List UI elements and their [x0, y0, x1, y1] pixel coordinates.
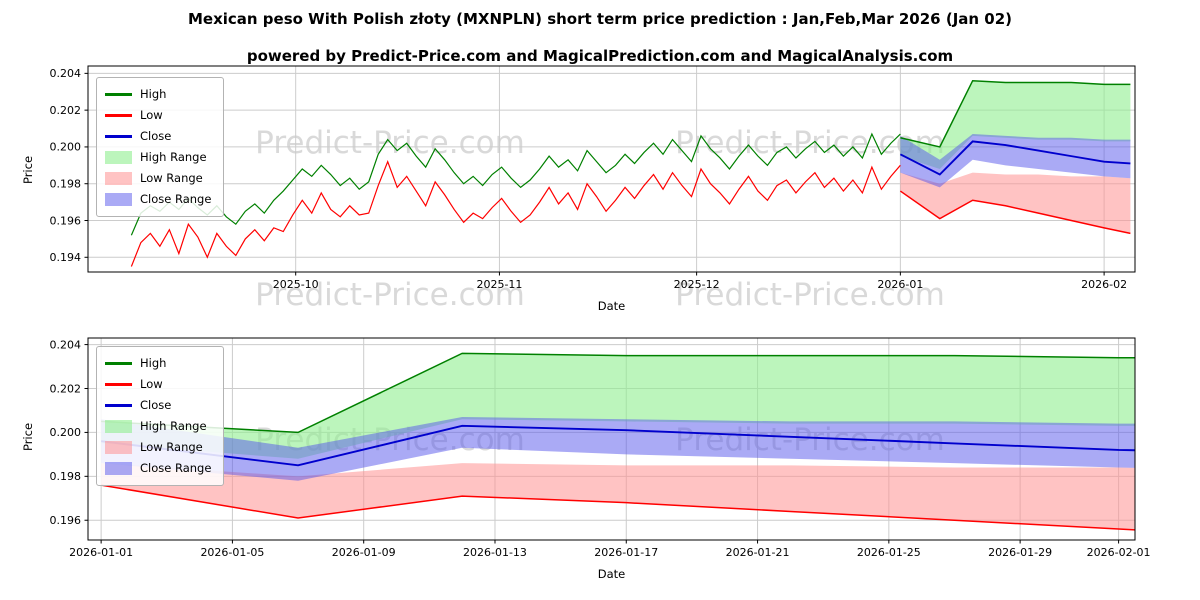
legend-item-low-range: Low Range: [105, 168, 211, 189]
svg-text:2026-01-05: 2026-01-05: [200, 546, 264, 559]
legend-item-high-range: High Range: [105, 147, 211, 168]
svg-text:2025-11: 2025-11: [476, 278, 522, 291]
legend-label: High Range: [140, 149, 207, 164]
legend-label: High: [140, 355, 167, 370]
legend-label: Low Range: [140, 170, 203, 185]
low-range-swatch: [105, 172, 132, 185]
legend-label: Close: [140, 128, 172, 143]
svg-text:0.202: 0.202: [50, 104, 82, 117]
low-range-swatch: [105, 441, 132, 454]
close-line-swatch: [105, 404, 132, 407]
legend-label: High Range: [140, 418, 207, 433]
svg-text:2026-01-29: 2026-01-29: [988, 546, 1052, 559]
close-line-swatch: [105, 135, 132, 138]
high-line-swatch: [105, 362, 132, 365]
legend-item-low-range: Low Range: [105, 437, 211, 458]
legend-label: Close Range: [140, 460, 212, 475]
legend-item-close-range: Close Range: [105, 189, 211, 210]
svg-text:0.202: 0.202: [50, 382, 82, 395]
svg-text:2025-12: 2025-12: [674, 278, 720, 291]
close-range-swatch: [105, 193, 132, 206]
svg-text:2026-01-09: 2026-01-09: [332, 546, 396, 559]
prediction-chart-canvas: 2026-01-01 2026-01-05 2026-01-09 2026-01-13…: [50, 337, 1151, 559]
high-range-swatch: [105, 151, 132, 164]
legend-item-close: Close: [105, 395, 211, 416]
svg-text:0.198: 0.198: [50, 178, 82, 191]
history-chart-legend: High Low Close High Range Low Range Clos…: [96, 77, 225, 217]
svg-text:2026-01-21: 2026-01-21: [726, 546, 790, 559]
svg-text:0.196: 0.196: [50, 214, 82, 227]
legend-label: High: [140, 86, 167, 101]
svg-text:0.204: 0.204: [50, 67, 82, 80]
svg-text:0.204: 0.204: [50, 338, 82, 351]
svg-text:2026-01: 2026-01: [877, 278, 923, 291]
prediction-chart-legend: High Low Close High Range Low Range Clos…: [96, 346, 225, 486]
svg-text:0.200: 0.200: [50, 426, 82, 439]
prediction-y-axis-label: Price: [21, 422, 36, 452]
legend-label: Low: [140, 376, 163, 391]
history-x-axis-label: Date: [597, 299, 626, 313]
legend-item-high: High: [105, 353, 211, 374]
svg-text:2026-01-13: 2026-01-13: [463, 546, 527, 559]
high-range-swatch: [105, 420, 132, 433]
svg-text:0.200: 0.200: [50, 141, 82, 154]
low-line-swatch: [105, 114, 132, 117]
legend-item-high-range: High Range: [105, 416, 211, 437]
legend-item-low: Low: [105, 374, 211, 395]
watermark: Predict-Price.com: [675, 277, 945, 313]
low-line-swatch: [105, 383, 132, 386]
svg-text:2026-01-17: 2026-01-17: [594, 546, 658, 559]
svg-text:0.194: 0.194: [50, 251, 82, 264]
svg-text:0.198: 0.198: [50, 470, 82, 483]
legend-label: Low: [140, 107, 163, 122]
svg-text:2026-01-25: 2026-01-25: [857, 546, 921, 559]
chart-title: Mexican peso With Polish złoty (MXNPLN) …: [187, 10, 1013, 28]
legend-item-low: Low: [105, 105, 211, 126]
history-chart-canvas: 2025-10 2025-11 2025-12 2026-01 2026-02 0.194…: [50, 65, 1136, 291]
legend-item-close: Close: [105, 126, 211, 147]
legend-label: Low Range: [140, 439, 203, 454]
high-line-swatch: [105, 93, 132, 96]
legend-item-close-range: Close Range: [105, 458, 211, 479]
svg-text:0.196: 0.196: [50, 514, 82, 527]
svg-text:2026-02: 2026-02: [1081, 278, 1127, 291]
close-range-swatch: [105, 462, 132, 475]
legend-label: Close Range: [140, 191, 212, 206]
legend-item-high: High: [105, 84, 211, 105]
watermark: Predict-Price.com: [255, 277, 525, 313]
prediction-x-axis-label: Date: [597, 567, 626, 581]
history-y-axis-label: Price: [21, 155, 36, 185]
legend-label: Close: [140, 397, 172, 412]
chart-subtitle: powered by Predict-Price.com and Magical…: [246, 47, 954, 65]
svg-text:2026-01-01: 2026-01-01: [69, 546, 133, 559]
svg-text:2025-10: 2025-10: [273, 278, 319, 291]
svg-text:2026-02-01: 2026-02-01: [1087, 546, 1151, 559]
